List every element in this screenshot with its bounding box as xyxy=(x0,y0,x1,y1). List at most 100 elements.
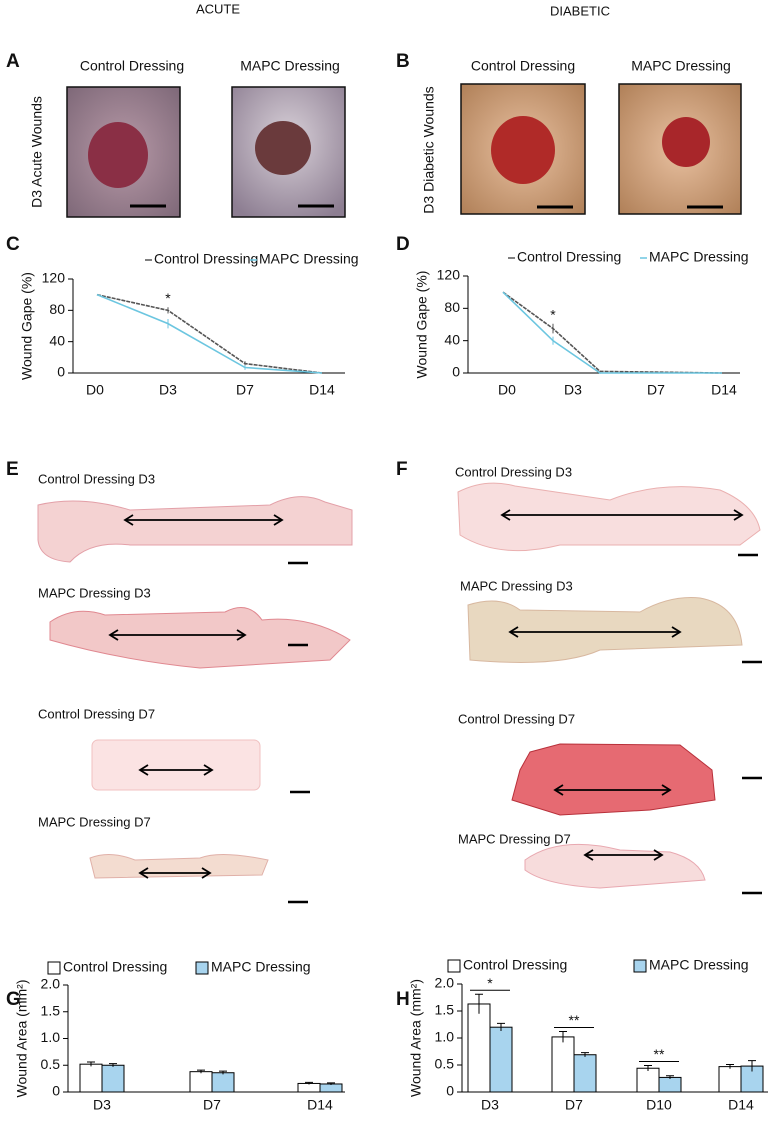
error-bar xyxy=(581,1052,589,1057)
x-tick-label: D14 xyxy=(309,382,335,398)
x-tick-label: D14 xyxy=(728,1097,754,1113)
x-tick-label: D7 xyxy=(203,1097,221,1113)
wound-photo xyxy=(231,86,346,218)
arrow-head xyxy=(123,514,284,526)
bar xyxy=(189,1071,213,1093)
legend-swatch xyxy=(633,959,647,973)
y-tick-label: 2.0 xyxy=(435,975,455,991)
bar xyxy=(297,1082,321,1093)
series-line xyxy=(96,293,323,374)
y-tick-label: 40 xyxy=(444,331,460,347)
section-title: Control Dressing D7 xyxy=(458,711,575,726)
x-tick-label: D7 xyxy=(236,382,254,398)
y-tick-label: 0 xyxy=(57,364,65,380)
y-tick-label: 120 xyxy=(42,270,66,286)
section-title: Control Dressing D3 xyxy=(455,464,572,479)
column-title: ACUTE xyxy=(196,1,240,16)
annotation: ** xyxy=(654,1046,665,1062)
x-tick-label: D7 xyxy=(647,382,665,398)
histology: Control Dressing D3 MAPC Dressing D3 Con… xyxy=(455,464,761,889)
y-tick-label: 40 xyxy=(49,332,65,348)
error-bar xyxy=(109,1063,117,1067)
error-bar xyxy=(666,1075,674,1080)
bar xyxy=(467,1003,491,1093)
x-tick-label: D14 xyxy=(711,382,737,398)
annotation: * xyxy=(550,306,556,322)
y-axis-label: Wound Area (mm²) xyxy=(14,980,30,1098)
legend-label: Control Dressing xyxy=(154,251,258,267)
column-title: DIABETIC xyxy=(550,3,610,18)
x-tick-label: D3 xyxy=(564,382,582,398)
error-bar xyxy=(644,1065,652,1071)
bar xyxy=(489,1026,513,1093)
panel-label: H xyxy=(396,989,410,1010)
y-tick-label: 120 xyxy=(437,267,461,283)
y-tick-label: 0 xyxy=(52,1083,60,1099)
y-tick-label: 2.0 xyxy=(41,976,61,992)
photo-title: MAPC Dressing xyxy=(240,58,340,74)
error-bar xyxy=(197,1069,205,1074)
legend-swatch xyxy=(47,961,61,975)
x-tick-label: D14 xyxy=(307,1097,333,1113)
y-tick-label: 80 xyxy=(444,299,460,315)
panel-label: D xyxy=(396,234,410,255)
y-axis-label: Wound Gape (%) xyxy=(414,271,430,379)
error-bar xyxy=(748,1060,756,1072)
legend-label: Control Dressing xyxy=(463,957,567,973)
annotation: ** xyxy=(569,1012,580,1028)
y-tick-label: 80 xyxy=(49,301,65,317)
legend-label: MAPC Dressing xyxy=(211,959,311,975)
bar xyxy=(211,1072,235,1093)
section-title: MAPC Dressing D3 xyxy=(38,585,151,600)
legend-label: Control Dressing xyxy=(517,249,621,265)
panel-label: E xyxy=(6,459,19,480)
annotation: * xyxy=(165,290,171,306)
section-title: MAPC Dressing D3 xyxy=(460,578,573,593)
photo-title: Control Dressing xyxy=(471,58,575,74)
bar xyxy=(573,1054,597,1093)
series-line xyxy=(502,291,723,374)
error-bar xyxy=(327,1082,335,1086)
error-bar xyxy=(497,1022,505,1031)
error-bar xyxy=(87,1061,95,1067)
error-bar xyxy=(559,1031,567,1043)
x-tick-label: D3 xyxy=(481,1097,499,1113)
bar xyxy=(718,1066,742,1093)
legend-label: MAPC Dressing xyxy=(649,249,749,265)
error-bar xyxy=(475,993,483,1014)
bar xyxy=(551,1036,575,1093)
arrow-head xyxy=(138,867,212,879)
bar xyxy=(636,1067,660,1093)
arrow-head xyxy=(108,629,247,641)
y-axis-label: Wound Area (mm²) xyxy=(408,979,424,1097)
y-tick-label: 1.5 xyxy=(435,1002,455,1018)
error-bar xyxy=(305,1081,313,1085)
y-tick-label: 1.0 xyxy=(41,1029,61,1045)
histology: Control Dressing D3 MAPC Dressing D3 Con… xyxy=(37,471,353,879)
bar xyxy=(658,1076,682,1093)
arrows xyxy=(108,509,762,904)
photo-side-label: D3 Diabetic Wounds xyxy=(421,86,437,213)
panel-label: A xyxy=(6,51,20,72)
y-tick-label: 0.5 xyxy=(41,1056,61,1072)
y-tick-label: 1.5 xyxy=(41,1002,61,1018)
panel-label: C xyxy=(6,234,20,255)
wound-photo xyxy=(460,83,586,215)
photo-title: Control Dressing xyxy=(80,58,184,74)
annotation: * xyxy=(487,975,493,991)
y-tick-label: 1.0 xyxy=(435,1029,455,1045)
bar xyxy=(101,1064,125,1093)
x-tick-label: D0 xyxy=(498,382,516,398)
panel-label: G xyxy=(6,989,21,1010)
panel-label: B xyxy=(396,51,410,72)
y-axis-label: Wound Gape (%) xyxy=(19,272,35,380)
legend-label: MAPC Dressing xyxy=(649,957,749,973)
arrow-head xyxy=(138,764,214,776)
photo-title: MAPC Dressing xyxy=(631,58,731,74)
photo-side-label: D3 Acute Wounds xyxy=(29,96,45,208)
bar xyxy=(79,1063,103,1093)
wound-photo xyxy=(618,83,742,215)
x-tick-label: D7 xyxy=(565,1097,583,1113)
error-bar xyxy=(726,1063,734,1069)
legend-label: MAPC Dressing xyxy=(259,251,359,267)
